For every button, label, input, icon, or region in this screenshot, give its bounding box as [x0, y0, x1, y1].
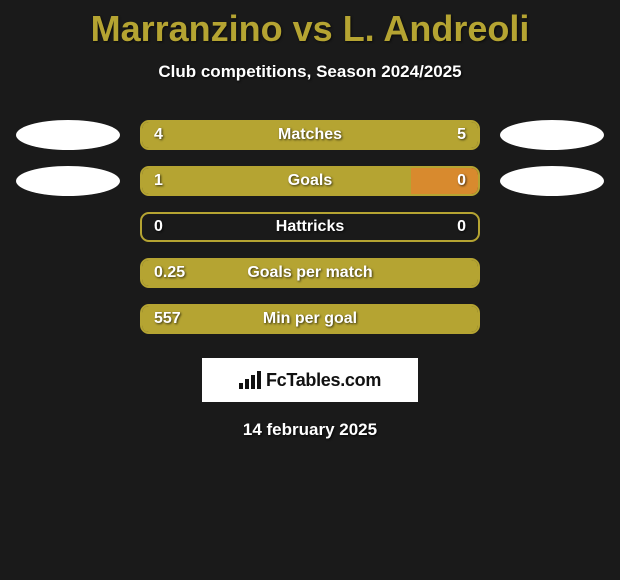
stat-label: Hattricks: [276, 218, 344, 236]
bars-icon: [239, 371, 261, 389]
stat-rows: 4 Matches 5 1 Goals 0 0 Hattricks 0 0.25 Goals per…: [0, 120, 620, 334]
logo-text: FcTables.com: [266, 370, 381, 391]
stat-value-left: 557: [154, 310, 181, 328]
comparison-card: Marranzino vs L. Andreoli Club competiti…: [0, 0, 620, 440]
page-title: Marranzino vs L. Andreoli: [0, 8, 620, 50]
stat-value-right: 5: [457, 126, 466, 144]
logo-box: FcTables.com: [202, 358, 418, 402]
stat-value-left: 1: [154, 172, 163, 190]
stat-row: 0.25 Goals per match: [0, 258, 620, 288]
stat-row: 0 Hattricks 0: [0, 212, 620, 242]
stat-bar: 557 Min per goal: [140, 304, 480, 334]
date-line: 14 february 2025: [0, 420, 620, 440]
player-right-oval: [500, 166, 604, 196]
bar-fill-right: [411, 168, 478, 194]
player-left-oval: [16, 120, 120, 150]
subtitle: Club competitions, Season 2024/2025: [0, 62, 620, 82]
stat-label: Min per goal: [263, 310, 357, 328]
stat-row: 4 Matches 5: [0, 120, 620, 150]
stat-value-right: 0: [457, 172, 466, 190]
stat-label: Goals: [288, 172, 332, 190]
player-right-oval: [500, 120, 604, 150]
stat-label: Matches: [278, 126, 342, 144]
stat-value-left: 0.25: [154, 264, 185, 282]
bar-fill-left: [142, 168, 411, 194]
stat-value-left: 0: [154, 218, 163, 236]
stat-bar: 4 Matches 5: [140, 120, 480, 150]
stat-bar: 0 Hattricks 0: [140, 212, 480, 242]
logo: FcTables.com: [239, 370, 381, 391]
stat-value-left: 4: [154, 126, 163, 144]
bar-fill-left: [142, 122, 291, 148]
stat-bar: 0.25 Goals per match: [140, 258, 480, 288]
stat-bar: 1 Goals 0: [140, 166, 480, 196]
stat-value-right: 0: [457, 218, 466, 236]
stat-row: 557 Min per goal: [0, 304, 620, 334]
stat-row: 1 Goals 0: [0, 166, 620, 196]
player-left-oval: [16, 166, 120, 196]
stat-label: Goals per match: [247, 264, 372, 282]
